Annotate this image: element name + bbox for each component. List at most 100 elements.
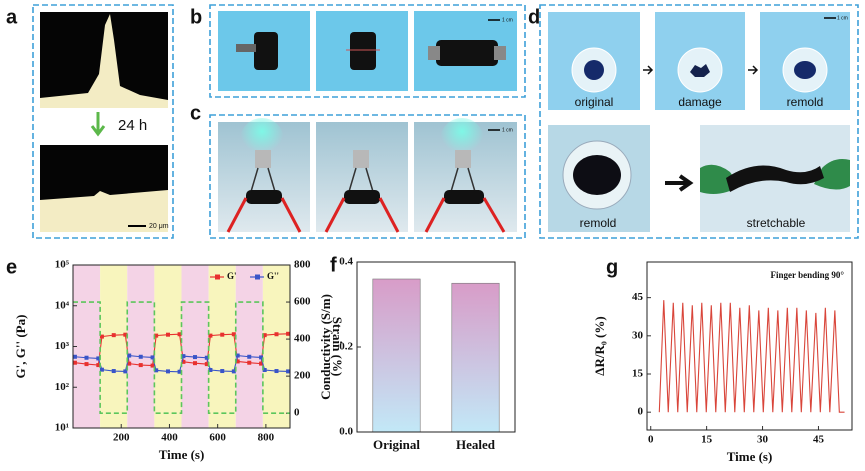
series-marker <box>72 354 77 359</box>
sample <box>573 155 621 195</box>
series-marker <box>150 363 155 368</box>
led <box>455 150 471 168</box>
series-marker <box>111 369 116 374</box>
legend-marker <box>215 274 220 280</box>
panel-frame <box>209 4 526 98</box>
y2-tick-label: 800 <box>294 259 311 271</box>
series-marker <box>99 367 104 372</box>
plot-frame <box>72 264 291 429</box>
y2-tick-label: 400 <box>294 333 311 345</box>
x-tick-label: 45 <box>813 434 825 446</box>
strain-band <box>73 265 101 428</box>
series-marker <box>138 363 143 368</box>
series-marker <box>123 369 128 374</box>
legend-label: G'' <box>267 271 279 281</box>
sample <box>436 40 498 66</box>
photo <box>316 122 408 232</box>
series-marker <box>111 333 116 338</box>
x-tick-label: 800 <box>258 432 275 444</box>
strain-band <box>235 265 263 428</box>
y-axis-label: ΔR/R₀ (%) <box>592 316 607 375</box>
series-marker <box>220 332 225 337</box>
series-marker <box>193 361 198 366</box>
series-marker <box>123 332 128 337</box>
series-marker <box>262 368 267 373</box>
plot-frame <box>356 261 516 433</box>
panel-label: d <box>528 6 540 28</box>
series-marker <box>235 359 240 364</box>
plot-frame <box>646 261 853 431</box>
x-tick-label: 0 <box>648 434 654 446</box>
scale-label: 1 cm <box>837 15 848 21</box>
strain-band <box>100 265 128 428</box>
y-tick-label: 10⁴ <box>55 299 70 311</box>
panel-frame <box>32 4 174 239</box>
y-tick-label: 0.2 <box>339 341 353 353</box>
caption: damage <box>678 95 722 109</box>
series-marker <box>181 359 186 364</box>
tweezer <box>494 46 506 60</box>
sample <box>794 61 816 79</box>
y-tick-label: 10⁵ <box>55 259 70 271</box>
tweezer <box>428 46 440 60</box>
series-marker <box>208 368 213 373</box>
series-marker <box>247 360 252 365</box>
led <box>353 150 369 168</box>
scale-label: 1 cm <box>502 127 513 133</box>
series-line <box>73 301 290 414</box>
panel-label: c <box>190 102 201 124</box>
clip-wire <box>226 197 302 233</box>
y-tick-label: 15 <box>632 368 644 380</box>
series-line <box>658 300 845 413</box>
series-marker <box>165 369 170 374</box>
series-marker <box>259 361 264 366</box>
y2-tick-label: 600 <box>294 296 311 308</box>
chart: 10¹ 10² 10³ 10⁴ 10⁵ 0 200 400 600 800 200 400 600 800… <box>13 259 345 462</box>
sample <box>344 190 380 204</box>
series-marker <box>84 362 89 367</box>
panel-frame <box>209 114 526 239</box>
series-marker <box>84 355 89 360</box>
sample <box>246 190 282 204</box>
series-marker <box>274 369 279 374</box>
x-tick-label: 400 <box>161 432 178 444</box>
time-label: 24 h <box>118 117 147 134</box>
bar <box>451 282 500 433</box>
series-marker <box>165 332 170 337</box>
series-marker <box>286 369 291 374</box>
x-tick-label: 600 <box>209 432 226 444</box>
strain-band <box>208 265 236 428</box>
series-marker <box>72 360 77 365</box>
series-marker <box>154 333 159 338</box>
clip-wire <box>424 197 506 233</box>
glove <box>814 159 850 190</box>
y-tick-label: 30 <box>632 329 644 341</box>
scale-label: 20 μm <box>149 223 169 230</box>
led-glow <box>240 118 284 162</box>
series-marker <box>235 353 240 358</box>
caption: remold <box>580 216 617 230</box>
series-marker <box>96 363 101 368</box>
x-axis-label: Time (s) <box>159 447 205 462</box>
series-marker <box>259 355 264 360</box>
x-tick-label: 15 <box>701 434 713 446</box>
strain-band <box>262 265 290 428</box>
arrow <box>665 174 694 192</box>
x-tick-label: Original <box>373 437 420 452</box>
series-marker <box>286 331 291 336</box>
strain-band <box>154 265 182 428</box>
annotation: Finger bending 90° <box>771 270 845 280</box>
clip-wire <box>324 197 400 233</box>
y2-axis-label: Strain (%) <box>330 317 345 377</box>
y-tick-label: 0.0 <box>339 426 353 438</box>
tweezer <box>236 44 256 52</box>
series-marker <box>177 332 182 337</box>
series-marker <box>231 369 236 374</box>
x-tick-label: Healed <box>456 437 496 452</box>
sample <box>584 60 604 80</box>
series-marker <box>181 354 186 359</box>
led-glow <box>440 118 484 162</box>
series-marker <box>127 353 132 358</box>
series-marker <box>99 334 104 339</box>
sample <box>690 64 710 77</box>
